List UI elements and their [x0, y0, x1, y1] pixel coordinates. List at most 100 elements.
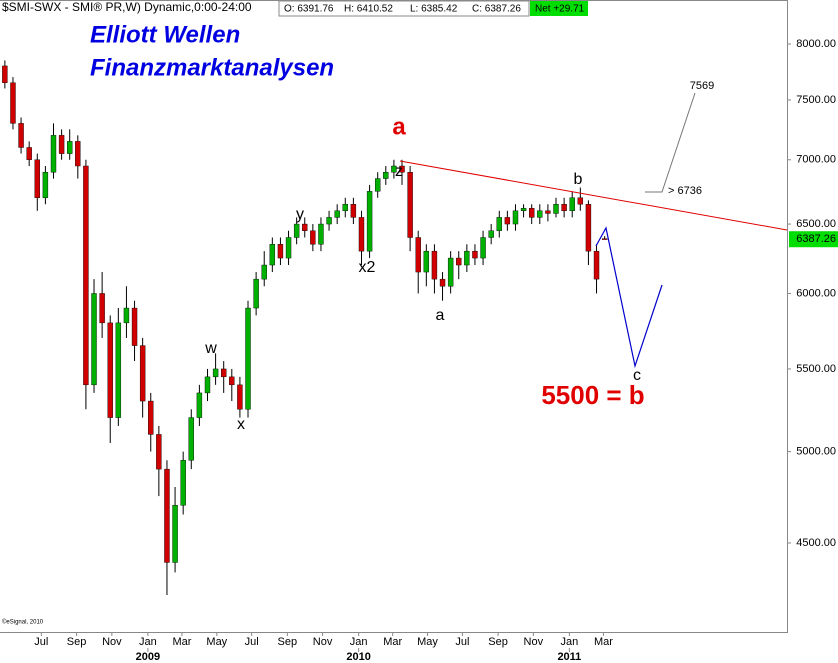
- candle-body: [366, 191, 373, 252]
- annotation: x: [237, 416, 245, 433]
- candle-body: [439, 278, 446, 287]
- candle-body: [399, 165, 405, 173]
- candle-body: [488, 230, 494, 238]
- candle-body: [496, 217, 502, 231]
- candle-body: [374, 178, 381, 192]
- last-price-label: 6387.26: [796, 233, 836, 245]
- y-tick-label: 5500.00: [796, 363, 836, 375]
- candle-body: [326, 217, 332, 225]
- candle-body: [10, 82, 16, 124]
- candle-body: [188, 417, 194, 461]
- x-tick-label: Jan: [350, 636, 368, 648]
- year-label: 2009: [136, 651, 160, 663]
- candle-body: [512, 210, 519, 225]
- candle-body: [42, 172, 49, 198]
- ohlc-open: O: 6391.76: [284, 4, 334, 15]
- y-tick-label: 8000.00: [796, 38, 836, 50]
- candle-body: [302, 223, 308, 231]
- plot: [2, 60, 608, 595]
- candle-body: [358, 217, 365, 252]
- x-tick-label: Jan: [561, 636, 579, 648]
- ohlc-high: H: 6410.52: [344, 4, 393, 15]
- x-tick-label: Nov: [524, 636, 544, 648]
- candle-body: [391, 165, 397, 173]
- candle-body: [67, 141, 73, 154]
- candle-body: [172, 505, 178, 563]
- chart-title: $SMI-SWX - SMI® PR,W) Dynamic,0:00-24:00: [2, 0, 252, 14]
- candle-body: [537, 210, 543, 218]
- headline: Elliott Wellen: [90, 21, 240, 48]
- y-tick-label: 7500.00: [796, 94, 836, 106]
- candle-body: [423, 250, 430, 273]
- net-box: [530, 1, 588, 16]
- candle-body: [131, 307, 138, 346]
- candle-body: [50, 135, 57, 173]
- candle-body: [464, 250, 470, 266]
- candle-body: [318, 223, 324, 245]
- ohlc-net: Net +29.71: [535, 4, 585, 15]
- candle-body: [18, 123, 24, 148]
- candle-body: [407, 172, 413, 238]
- candle-body: [237, 384, 243, 410]
- candle-body: [83, 165, 89, 386]
- annotation: 7569: [690, 80, 714, 92]
- candle-body: [383, 172, 389, 179]
- candle-body: [196, 392, 203, 418]
- candle-body: [261, 264, 267, 280]
- x-tick-label: Jul: [455, 636, 469, 648]
- candle-body: [561, 204, 567, 212]
- candle-body: [253, 278, 259, 309]
- candle-body: [204, 376, 211, 394]
- year-label: 2011: [557, 651, 581, 663]
- ohlc-low: L: 6385.42: [410, 4, 458, 15]
- candle-body: [26, 147, 32, 160]
- target-pointer: [645, 92, 696, 193]
- candle-body: [99, 293, 105, 324]
- candle-body: [447, 257, 454, 287]
- candle-body: [107, 322, 113, 418]
- candle-body: [229, 376, 235, 386]
- candle-body: [585, 204, 592, 252]
- candle-body: [334, 210, 340, 218]
- y-tick-label: 6000.00: [796, 287, 836, 299]
- candle-body: [2, 65, 8, 83]
- annotation: a: [436, 307, 445, 324]
- candle-body: [123, 307, 130, 324]
- x-tick-label: Sep: [67, 636, 87, 648]
- candle-body: [75, 141, 81, 167]
- candle-body: [415, 237, 421, 273]
- candle-body: [431, 250, 438, 280]
- candle-body: [139, 345, 146, 402]
- last-price-box: [789, 231, 838, 248]
- candle-body: [156, 434, 162, 470]
- candle-body: [220, 368, 227, 378]
- x-tick-label: Mar: [172, 636, 191, 648]
- annotation: a: [392, 113, 406, 140]
- x-tick-label: May: [206, 636, 227, 648]
- candle-body: [593, 250, 600, 280]
- annotation: c: [633, 367, 641, 384]
- candle-body: [577, 197, 584, 205]
- candle-body: [277, 244, 284, 259]
- candle-body: [34, 159, 40, 198]
- y-tick-label: 5000.00: [796, 446, 836, 458]
- year-label: 2010: [346, 651, 370, 663]
- candle-body: [480, 237, 486, 259]
- candle-body: [293, 223, 300, 238]
- annotation: w: [204, 340, 217, 357]
- x-tick-label: Jan: [139, 636, 157, 648]
- x-tick-label: Jul: [34, 636, 48, 648]
- candle-body: [164, 468, 170, 563]
- y-tick-label: 4500.00: [796, 537, 836, 549]
- headline: Finanzmarktanalysen: [90, 54, 334, 81]
- x-tick-label: Sep: [278, 636, 298, 648]
- candle-body: [285, 237, 292, 259]
- candle-body: [472, 250, 478, 259]
- candle-body: [212, 368, 219, 378]
- trend-line: [399, 160, 788, 231]
- candle-body: [245, 307, 251, 410]
- annotation: z: [395, 163, 403, 180]
- annotation: b: [574, 171, 583, 188]
